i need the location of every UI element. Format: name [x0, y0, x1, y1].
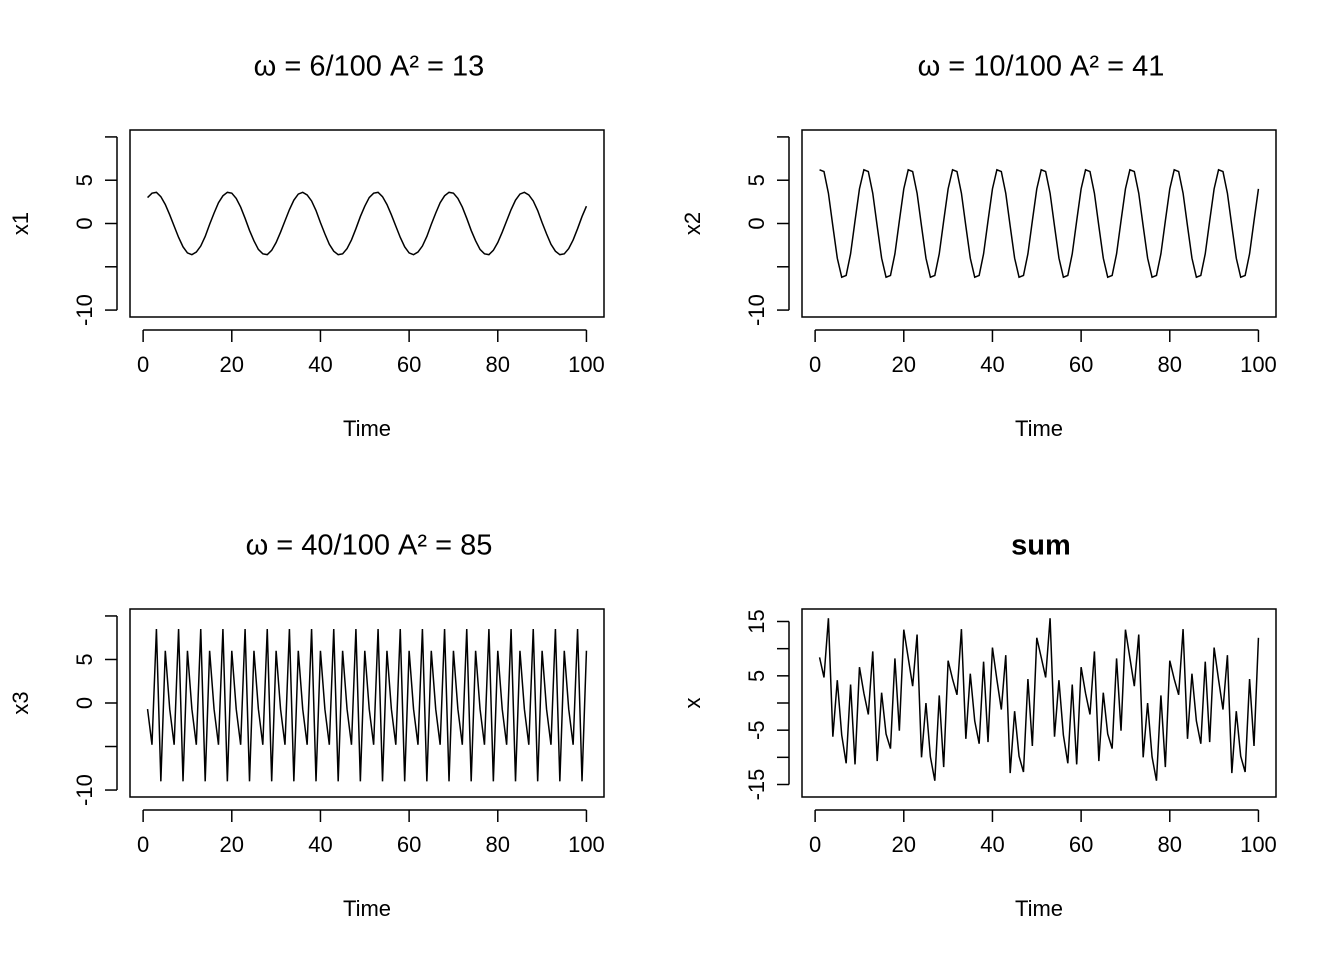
series-line	[818, 618, 1260, 781]
y-tick-label: 0	[72, 217, 97, 229]
x-tick-label: 40	[980, 832, 1004, 857]
x-tick-label: 0	[809, 352, 821, 377]
x-tick-label: 60	[397, 832, 421, 857]
y-tick-label: 0	[72, 697, 97, 709]
x-tick-label: 100	[568, 832, 605, 857]
x-tick-label: 20	[220, 832, 244, 857]
x-tick-label: 100	[1240, 352, 1277, 377]
x-tick-label: 0	[137, 832, 149, 857]
x-tick-label: 0	[137, 352, 149, 377]
y-tick-label: -10	[744, 294, 769, 326]
x-tick-label: 40	[308, 832, 332, 857]
y-axis-label: x1	[8, 212, 33, 235]
y-tick-label: 5	[72, 174, 97, 186]
x-axis-label: Time	[1015, 416, 1063, 441]
x-tick-label: 80	[1158, 352, 1182, 377]
y-tick-label: 5	[744, 174, 769, 186]
plot-box	[129, 129, 605, 318]
y-tick-label: -5	[744, 720, 769, 740]
y-tick-label: -10	[72, 774, 97, 806]
x-tick-label: 40	[308, 352, 332, 377]
series-line	[146, 628, 588, 782]
x-tick-label: 80	[486, 832, 510, 857]
y-tick-label: -15	[744, 769, 769, 801]
x-tick-label: 60	[397, 352, 421, 377]
y-tick-label: 5	[72, 653, 97, 665]
panel-title: sum	[1011, 530, 1071, 562]
y-axis-label: x	[680, 698, 705, 709]
x-axis-label: Time	[343, 896, 391, 921]
x-tick-label: 100	[568, 352, 605, 377]
series-line	[819, 168, 1260, 279]
x-tick-label: 20	[892, 832, 916, 857]
panel-title: ω = 40/100 A² = 85	[246, 530, 493, 562]
x-tick-label: 40	[980, 352, 1004, 377]
series-line	[147, 191, 588, 256]
x-tick-label: 100	[1240, 832, 1277, 857]
y-axis-label: x3	[8, 691, 33, 714]
x-tick-label: 0	[809, 832, 821, 857]
x-axis-label: Time	[343, 416, 391, 441]
x-tick-label: 20	[220, 352, 244, 377]
y-axis-label: x2	[680, 212, 705, 235]
y-tick-label: 0	[744, 217, 769, 229]
x-tick-label: 80	[1158, 832, 1182, 857]
x-tick-label: 80	[486, 352, 510, 377]
plot-box	[129, 608, 605, 798]
y-tick-label: -10	[72, 294, 97, 326]
plot-box	[801, 129, 1277, 318]
x-tick-label: 60	[1069, 832, 1093, 857]
y-tick-label: 15	[744, 609, 769, 633]
panel-title: ω = 6/100 A² = 13	[254, 51, 485, 83]
panel-title: ω = 10/100 A² = 41	[918, 51, 1165, 83]
y-tick-label: 5	[744, 670, 769, 682]
x-tick-label: 60	[1069, 352, 1093, 377]
x-axis-label: Time	[1015, 896, 1063, 921]
x-tick-label: 20	[892, 352, 916, 377]
plot-box	[801, 608, 1277, 798]
